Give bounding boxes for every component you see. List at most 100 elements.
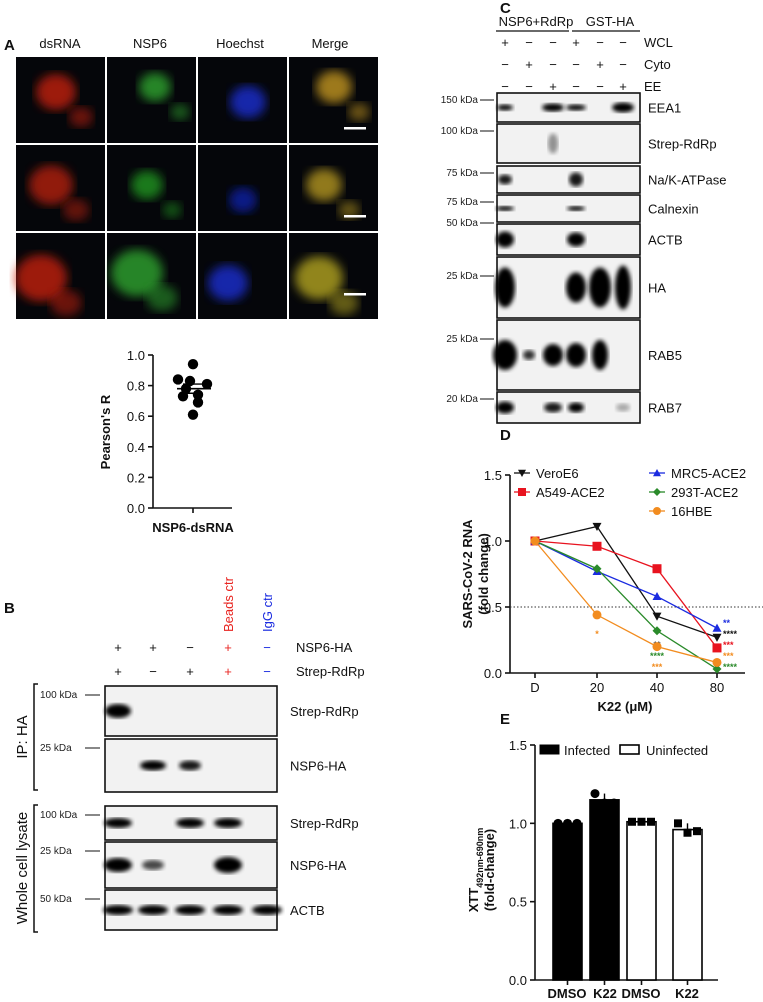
lane-header-beads-ctr: Beads ctr (221, 576, 236, 632)
blot-band (103, 905, 133, 915)
y-axis-label-line2: (fold change) (476, 533, 491, 615)
blot-band (566, 343, 586, 367)
blot-band (252, 905, 282, 915)
significance-stars: * (595, 629, 599, 639)
blot-label: RAB7 (648, 401, 682, 416)
significance-stars: *** (723, 640, 734, 650)
blot-band (179, 760, 201, 771)
panel-label-d: D (500, 427, 511, 444)
y-tick-label: 0.4 (127, 440, 145, 455)
legend-label: Infected (564, 743, 610, 758)
blot-label: ACTB (648, 233, 683, 248)
kda-marker: 50 kDa (40, 894, 72, 905)
y-tick-label: 0.0 (509, 973, 527, 988)
y-axis-label: XTT492nm-690nm (466, 828, 485, 913)
whole-cell-lysate-bracket (33, 804, 38, 933)
blot-band (104, 818, 132, 828)
cell-signal (229, 187, 257, 213)
series-16hbe: *******16HBE (530, 504, 734, 672)
blot-band (615, 265, 631, 310)
panel-b-blots: Beads ctr IgG ctr + + − + − NSP6-HA + − + + − Strep-R… (14, 576, 365, 933)
ip-ha-bracket (33, 683, 38, 791)
cell-signal (15, 254, 67, 302)
significance-stars: **** (650, 651, 665, 661)
panel-label-c: C (500, 0, 511, 17)
blot-band (543, 344, 563, 366)
column-header-merge: Merge (312, 36, 349, 51)
sign-marker: + (114, 640, 122, 655)
blot-band (495, 267, 515, 308)
significance-stars: *** (652, 662, 663, 672)
blot-band (592, 340, 608, 370)
marker-square (712, 643, 722, 653)
blot-band (497, 104, 513, 111)
sign-marker: + (549, 79, 557, 94)
pearson-scatter-chart: 0.0 0.2 0.4 0.6 0.8 1.0 NSP6-dsRNA Pearson's R (98, 348, 234, 535)
cell-signal (62, 199, 90, 221)
cell-signal (338, 201, 360, 219)
marker-circle (530, 536, 540, 546)
sign-marker: − (501, 57, 509, 72)
significance-stars: ** (723, 618, 731, 628)
bar-infected (552, 822, 583, 981)
kda-marker: 100 kDa (40, 810, 78, 821)
blot-band (616, 403, 630, 412)
blot-band (142, 860, 164, 870)
kda-marker: 100 kDa (40, 690, 78, 701)
marker-triangle-down (592, 522, 602, 531)
data-point (674, 819, 682, 828)
x-tick-label: D (530, 680, 539, 695)
sign-marker: + (224, 640, 232, 655)
series-line (534, 540, 718, 664)
bar-uninfected (626, 820, 657, 981)
data-point (600, 798, 609, 808)
group-label-nsp6-rdrp: NSP6+RdRp (499, 14, 574, 29)
row-label: EE (644, 79, 662, 94)
sign-marker: + (619, 79, 627, 94)
blot-label: NSP6-HA (290, 858, 347, 873)
sign-marker: − (596, 79, 604, 94)
legend-swatch-uninfected (619, 744, 640, 755)
sign-marker: − (149, 664, 157, 679)
cell-signal (162, 202, 182, 218)
column-header-hoechst: Hoechst (216, 36, 264, 51)
kda-marker: 75 kDa (446, 168, 478, 179)
series-mrc5-ace2: ** MRC5-ACE2 (530, 466, 746, 632)
cell-signal (50, 290, 82, 316)
blot-band (496, 401, 514, 414)
blot-label: Calnexin (648, 202, 699, 217)
blot-label: Na/K-ATPase (648, 173, 727, 188)
blot-band (138, 905, 168, 915)
cell-signal (29, 165, 73, 205)
y-tick-label: 1.0 (509, 816, 527, 831)
marker-diamond (653, 488, 661, 496)
sign-marker: − (619, 35, 627, 50)
y-tick-label: 0.0 (484, 666, 502, 681)
kda-marker: 20 kDa (446, 394, 478, 405)
kda-marker: 50 kDa (446, 218, 478, 229)
cell-signal (131, 170, 163, 200)
blot-band (140, 760, 166, 771)
legend-label: 16HBE (671, 504, 713, 519)
x-category-label: K22 (675, 986, 699, 1001)
microscopy-grid (15, 57, 378, 319)
row-label: WCL (644, 35, 673, 50)
cell-signal (170, 104, 190, 120)
micrograph-panel (107, 57, 196, 143)
sign-marker: + (501, 35, 509, 50)
micrograph-panel (107, 233, 196, 319)
marker-square (518, 488, 526, 496)
marker-triangle-up (652, 591, 662, 601)
y-tick-label: 1.0 (484, 534, 502, 549)
kda-marker: 75 kDa (446, 197, 478, 208)
data-point (187, 358, 199, 370)
blot-band (567, 232, 585, 247)
series-line (534, 540, 718, 670)
series-293t-ace2: ********293T-ACE2 (530, 485, 738, 674)
cell-signal (111, 249, 163, 297)
y-tick-label: 0.5 (509, 895, 527, 910)
legend-label: VeroE6 (536, 466, 579, 481)
column-header-nsp6: NSP6 (133, 36, 167, 51)
sign-marker: + (596, 57, 604, 72)
